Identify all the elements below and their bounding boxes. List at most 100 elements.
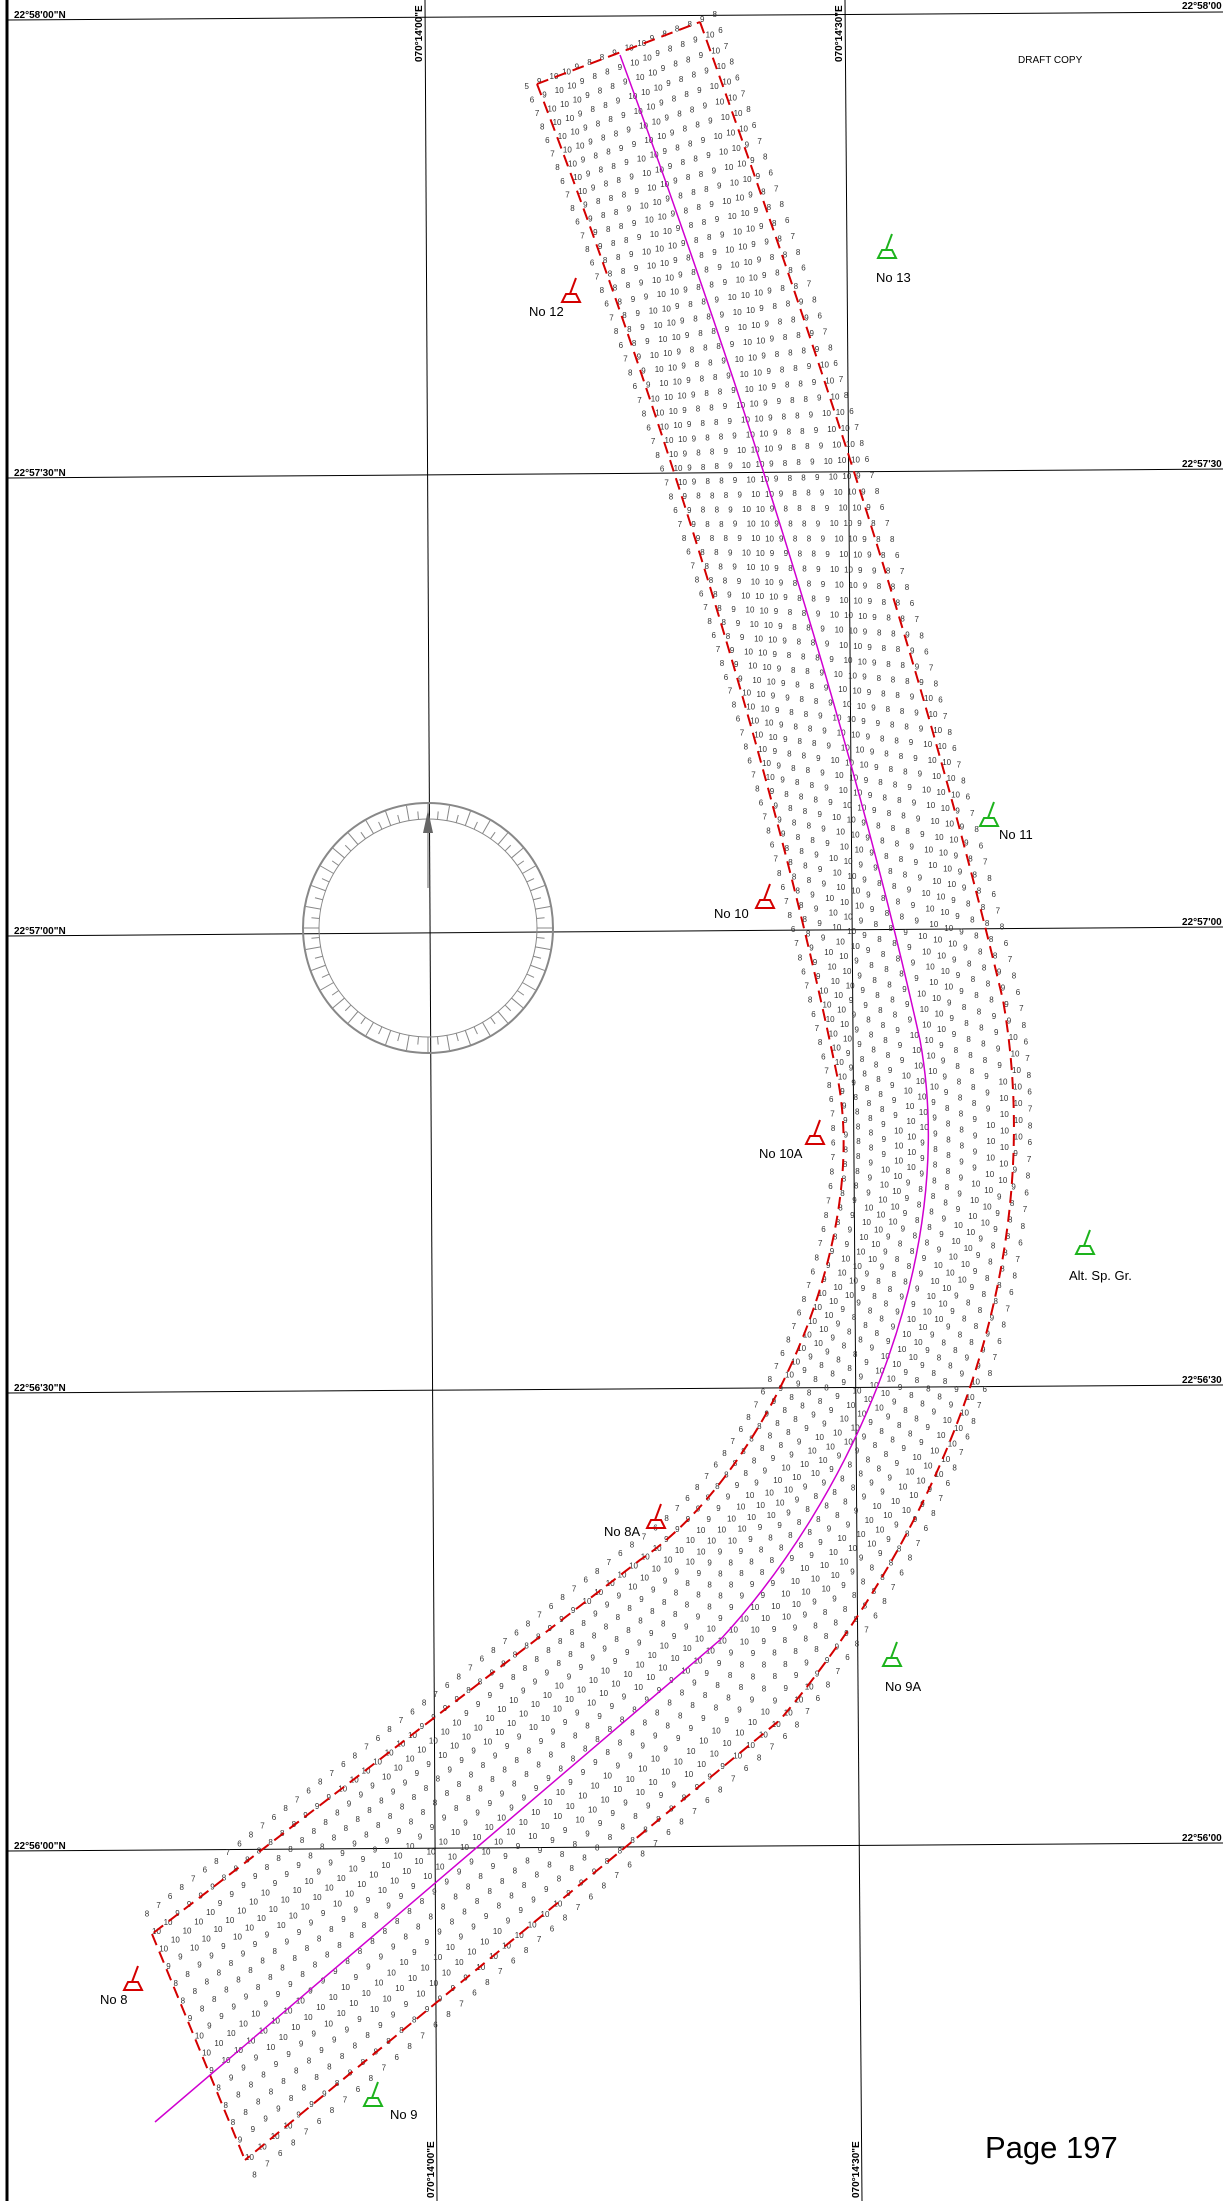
sounding-figure: 8 xyxy=(216,2084,221,2093)
sounding-figure: 8 xyxy=(688,300,693,309)
lat-label-left-3: 22°57'00"N xyxy=(14,926,66,937)
sounding-figure: 8 xyxy=(815,654,820,663)
sounding-figure: 6 xyxy=(997,1337,1002,1346)
sounding-figure: 8 xyxy=(770,253,775,262)
sounding-figure: 8 xyxy=(804,395,809,404)
sounding-figure: 10 xyxy=(710,82,719,91)
lon-label-top-1: 070°14'00"E xyxy=(414,5,425,62)
sounding-figure: 8 xyxy=(970,915,975,924)
sounding-figure: 10 xyxy=(769,593,778,602)
sounding-figure: 10 xyxy=(830,519,839,528)
sounding-figure: 8 xyxy=(819,1361,824,1370)
sounding-figure: 8 xyxy=(818,1397,823,1406)
sounding-figure: 8 xyxy=(869,1031,874,1040)
sounding-figure: 8 xyxy=(807,876,812,885)
sounding-figure: 10 xyxy=(918,1092,927,1101)
sounding-figure: 10 xyxy=(829,1297,838,1306)
buoy-alt-sp-gr[interactable]: Alt. Sp. Gr. xyxy=(1069,1229,1132,1283)
sounding-figure: 9 xyxy=(221,1942,226,1951)
sounding-figure: 8 xyxy=(667,1699,672,1708)
buoy-no-9[interactable]: No 9 xyxy=(362,2081,417,2122)
sounding-figure: 10 xyxy=(844,611,853,620)
buoy-no-8[interactable]: No 8 xyxy=(100,1965,144,2007)
sounding-figure: 8 xyxy=(882,1597,887,1606)
compass-tick xyxy=(360,831,366,839)
sounding-figure: 9 xyxy=(484,1912,489,1921)
buoy-label: Alt. Sp. Gr. xyxy=(1069,1268,1132,1283)
sounding-figure: 8 xyxy=(400,1803,405,1812)
sounding-figure: 6 xyxy=(966,793,971,802)
sounding-figure: 8 xyxy=(1000,923,1005,932)
sounding-figure: 8 xyxy=(889,924,894,933)
sounding-figure: 6 xyxy=(747,757,752,766)
sounding-figure: 9 xyxy=(352,1840,357,1849)
sounding-figure: 10 xyxy=(842,472,851,481)
sounding-figure: 9 xyxy=(868,597,873,606)
channel xyxy=(151,21,1015,2161)
sounding-figure: 9 xyxy=(703,101,708,110)
sounding-figure: 10 xyxy=(839,504,848,513)
sounding-figure: 10 xyxy=(664,393,673,402)
sounding-figure: 10 xyxy=(646,103,655,112)
sounding-figure: 9 xyxy=(866,890,871,899)
buoy-no-11[interactable]: No 11 xyxy=(978,801,1033,842)
sounding-figure: 9 xyxy=(807,362,812,371)
sounding-figure: 10 xyxy=(856,1247,865,1256)
sounding-figure: 10 xyxy=(325,1883,334,1892)
sounding-figure: 9 xyxy=(804,1424,809,1433)
sounding-figure: 8 xyxy=(962,1003,967,1012)
sounding-figure: 10 xyxy=(930,1446,939,1455)
sounding-figure: 10 xyxy=(844,566,853,575)
sounding-figure: 9 xyxy=(618,63,623,72)
sounding-figure: 9 xyxy=(872,659,877,668)
sounding-figure: 8 xyxy=(248,1966,253,1975)
sounding-figure: 8 xyxy=(383,1927,388,1936)
sounding-figure: 8 xyxy=(313,1960,318,1969)
sounding-figure: 10 xyxy=(912,1046,921,1055)
sounding-figure: 8 xyxy=(592,1632,597,1641)
sounding-figure: 9 xyxy=(902,985,907,994)
sounding-figure: 8 xyxy=(847,1327,852,1336)
sounding-figure: 9 xyxy=(1004,1000,1009,1009)
sounding-figure: 7 xyxy=(815,1024,820,1033)
sounding-figure: 6 xyxy=(514,1628,519,1637)
sounding-figure: 8 xyxy=(804,1634,809,1643)
sounding-figure: 10 xyxy=(845,1291,854,1300)
sounding-figure: 10 xyxy=(742,505,751,514)
sounding-figure: 10 xyxy=(441,1727,450,1736)
sounding-figure: 9 xyxy=(616,1762,621,1771)
sounding-figure: 8 xyxy=(269,2087,274,2096)
buoy-no-8a[interactable]: No 8A xyxy=(604,1503,667,1539)
buoy-no-10[interactable]: No 10 xyxy=(714,883,776,921)
buoy-no-10a[interactable]: No 10A xyxy=(759,1119,826,1161)
sounding-figure: 10 xyxy=(515,1931,524,1940)
compass-tick xyxy=(473,821,478,830)
sounding-figure: 6 xyxy=(341,1760,346,1769)
sounding-figure: 8 xyxy=(512,1780,517,1789)
sounding-figure: 9 xyxy=(822,726,827,735)
sounding-figure: 8 xyxy=(800,695,805,704)
sounding-figure: 8 xyxy=(325,1951,330,1960)
sounding-figure: 10 xyxy=(394,1852,403,1861)
compass-tick xyxy=(446,805,451,821)
sounding-figure: 8 xyxy=(1002,1321,1007,1330)
buoy-no-12[interactable]: No 12 xyxy=(529,277,582,319)
sounding-figure: 6 xyxy=(1024,1038,1029,1047)
compass-tick xyxy=(378,821,383,830)
sounding-figure: 8 xyxy=(783,1406,788,1415)
sounding-figure: 10 xyxy=(746,431,755,440)
sounding-figure: 9 xyxy=(816,565,821,574)
sounding-figure: 8 xyxy=(724,534,729,543)
sounding-figure: 10 xyxy=(758,649,767,658)
sounding-figure: 8 xyxy=(806,624,811,633)
compass-tick xyxy=(533,897,542,901)
sounding-figure: 8 xyxy=(824,1383,829,1392)
buoy-no-9a[interactable]: No 9A xyxy=(881,1641,921,1694)
sounding-figure: 10 xyxy=(902,1506,911,1515)
sounding-figure: 7 xyxy=(1028,1105,1033,1114)
sounding-figure: 9 xyxy=(903,1209,908,1218)
sounding-figure: 8 xyxy=(409,1818,414,1827)
buoy-no-13[interactable]: No 13 xyxy=(876,233,911,285)
sounding-figure: 7 xyxy=(343,2096,348,2105)
sounding-figure: 10 xyxy=(902,1071,911,1080)
